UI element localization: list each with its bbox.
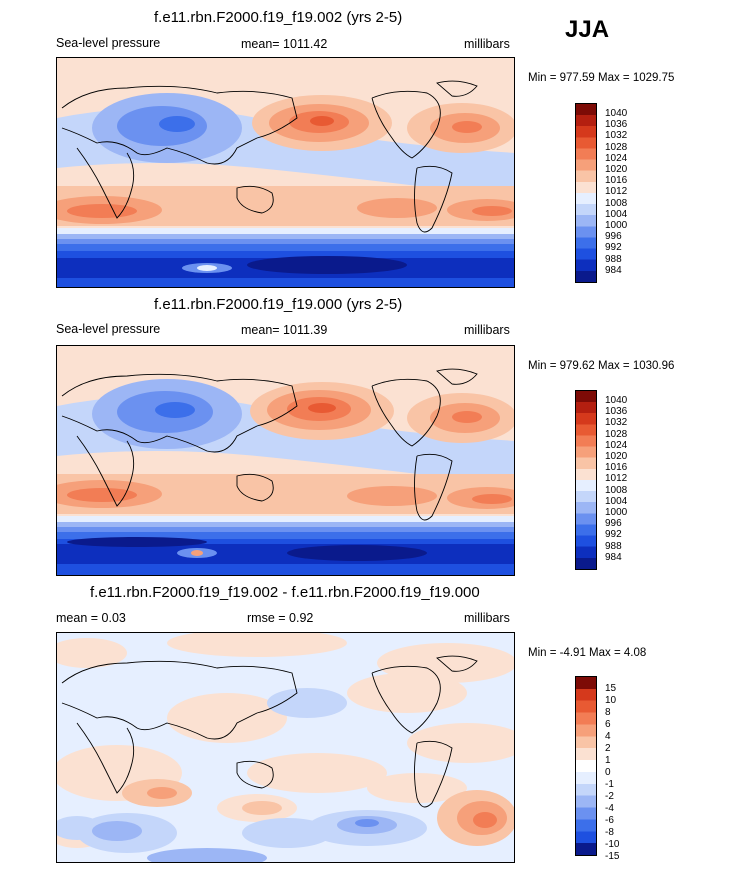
panel1-title: f.e11.rbn.F2000.f19_f19.002 (yrs 2-5) [154,9,403,26]
panel2-cb-tick: 1000 [605,507,628,518]
panel2-cb-tick: 1024 [605,440,628,451]
panel3-cb-tick: 10 [605,695,617,706]
panel2-map-svg [57,346,514,575]
panel3-minmax: Min = -4.91 Max = 4.08 [528,647,647,659]
panel3-cb-tick: 4 [605,731,611,742]
panel2-units-label: millibars [464,323,510,337]
panel3-cb-tick: 2 [605,743,611,754]
panel1-cb-tick: 992 [605,242,622,253]
panel1-mean-label: mean= 1011.42 [241,37,328,51]
panel2-cb-tick: 1032 [605,417,628,428]
panel2-cb-tick: 1028 [605,429,628,440]
panel1-cb-tick: 1000 [605,220,628,231]
panel1-variable-label: Sea-level pressure [56,36,161,50]
panel2-mean-label: mean= 1011.39 [241,323,328,337]
panel1-cb-tick: 1012 [605,186,628,197]
panel2-cb-tick: 1020 [605,451,628,462]
panel1-minmax: Min = 977.59 Max = 1029.75 [528,72,675,84]
panel3-cb-tick: 8 [605,707,611,718]
panel3-cb-tick: -8 [605,827,614,838]
panel2-colorbar: 1040 1036 1032 1028 1024 1020 1016 1012 … [575,390,627,570]
panel2-cb-tick: 1036 [605,406,628,417]
panel3-cb-tick: 6 [605,719,611,730]
panel1-cb-tick: 1008 [605,198,628,209]
panel1-cb-tick: 1032 [605,130,628,141]
panel2-map [56,345,515,576]
panel3-cb-tick: 15 [605,683,617,694]
panel2-cb-tick: 988 [605,541,622,552]
panel1-map [56,57,515,288]
panel2-cb-tick: 1012 [605,473,628,484]
panel3-title: f.e11.rbn.F2000.f19_f19.002 - f.e11.rbn.… [90,584,480,601]
panel2-cb-tick: 984 [605,552,622,563]
panel3-cb-tick: -10 [605,839,620,850]
panel2-cb-tick: 1008 [605,485,628,496]
panel3-cb-tick: 0 [605,767,611,778]
panel2-cb-tick: 996 [605,518,622,529]
panel2-variable-label: Sea-level pressure [56,322,161,336]
panel2-cb-tick: 1016 [605,462,628,473]
panel1-colorbar: 1040 1036 1032 1028 1024 1020 1016 1012 … [575,103,627,283]
panel3-units-label: millibars [464,611,510,625]
panel3-cb-tick: -1 [605,779,614,790]
panel1-cb-tick: 1036 [605,119,628,130]
panel1-cb-tick: 996 [605,231,622,242]
panel2-title: f.e11.rbn.F2000.f19_f19.000 (yrs 2-5) [154,296,403,313]
panel3-cb-tick: 1 [605,755,611,766]
panel1-units-label: millibars [464,37,510,51]
panel3-cb-tick: -2 [605,791,614,802]
panel2-minmax: Min = 979.62 Max = 1030.96 [528,360,675,372]
panel3-map-svg [57,633,514,862]
panel2-cb-tick: 1004 [605,496,628,507]
panel1-cb-tick: 1016 [605,175,628,186]
panel3-mean-label: mean = 0.03 [56,611,126,625]
panel3-map [56,632,515,863]
panel1-cb-tick: 984 [605,265,622,276]
panel3-cb-tick: -4 [605,803,614,814]
panel1-map-svg [57,58,514,287]
panel1-cb-tick: 1028 [605,142,628,153]
panel1-cb-tick: 1004 [605,209,628,220]
panel1-cb-tick: 1020 [605,164,628,175]
panel3-cb-tick: -6 [605,815,614,826]
panel1-cb-tick: 988 [605,254,622,265]
panel3-rmse-label: rmse = 0.92 [247,611,314,625]
panel3-colorbar: 15 10 8 6 4 2 1 0 -1 -2 -4 -6 -8 -10 -15 [575,676,619,862]
panel3-cb-tick: -15 [605,851,620,862]
season-label: JJA [565,16,610,43]
panel2-cb-tick: 992 [605,529,622,540]
panel2-cb-tick: 1040 [605,395,628,406]
panel1-cb-tick: 1024 [605,153,628,164]
panel1-cb-tick: 1040 [605,108,628,119]
